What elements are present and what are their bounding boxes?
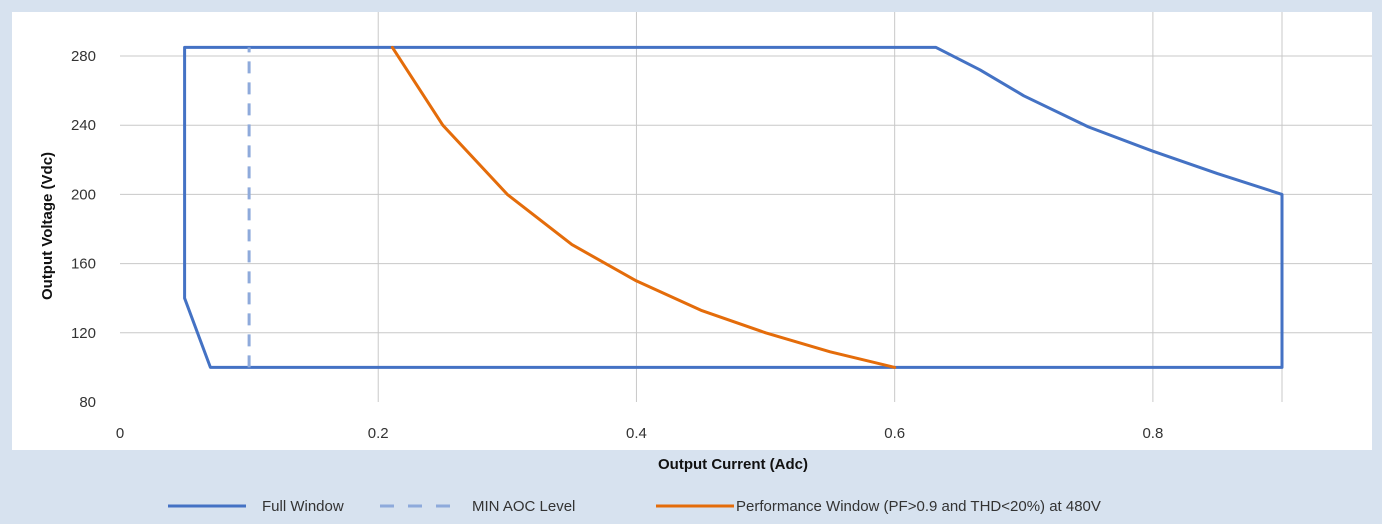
- y-tick-label: 200: [71, 186, 96, 203]
- legend-label-full-window: Full Window: [262, 498, 344, 515]
- x-tick-label: 0.8: [1142, 425, 1163, 442]
- y-tick-label: 240: [71, 117, 96, 134]
- legend-label-min-aoc: MIN AOC Level: [472, 498, 575, 515]
- y-tick-label: 80: [79, 394, 96, 411]
- plot-area: [12, 12, 1372, 450]
- series-layer: [183, 45, 1284, 369]
- x-tick-label: 0: [116, 425, 124, 442]
- tick-labels: 80 120 160 200 240 280 0 0.2 0.4 0.6 0.8: [71, 48, 1163, 442]
- series-full-window: [183, 45, 1284, 369]
- y-axis-title: Output Voltage (Vdc): [39, 152, 56, 300]
- x-tick-label: 0.2: [368, 425, 389, 442]
- y-tick-label: 120: [71, 325, 96, 342]
- y-tick-label: 160: [71, 256, 96, 273]
- legend-label-performance: Performance Window (PF>0.9 and THD<20%) …: [736, 498, 1101, 515]
- legend-item-min-aoc[interactable]: MIN AOC Level: [380, 498, 575, 515]
- y-tick-label: 280: [71, 48, 96, 65]
- legend-item-performance[interactable]: Performance Window (PF>0.9 and THD<20%) …: [656, 498, 1101, 515]
- x-axis-title: Output Current (Adc): [658, 456, 808, 473]
- gridlines: [120, 12, 1372, 402]
- legend-item-full-window[interactable]: Full Window: [168, 498, 344, 515]
- x-tick-label: 0.4: [626, 425, 647, 442]
- x-tick-label: 0.6: [884, 425, 905, 442]
- series-performance-window: [390, 45, 897, 369]
- legend: Full Window MIN AOC Level Performance Wi…: [168, 498, 1101, 515]
